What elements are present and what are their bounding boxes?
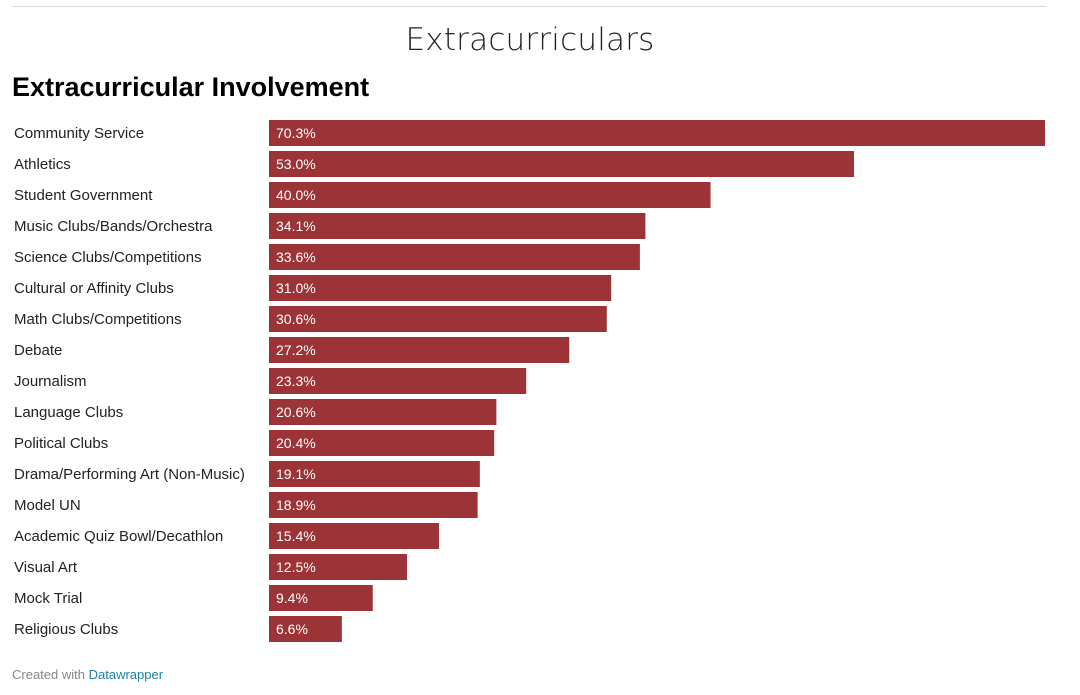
bar bbox=[269, 306, 607, 332]
bar bbox=[269, 523, 439, 549]
bar-row: Journalism 23.3% bbox=[14, 368, 527, 394]
bar-value-label: 19.1% bbox=[276, 466, 316, 482]
bar-value-label: 31.0% bbox=[276, 280, 316, 296]
category-label: Religious Clubs bbox=[14, 621, 118, 638]
bar bbox=[269, 492, 478, 518]
bar-value-label: 70.3% bbox=[276, 125, 316, 141]
category-label: Student Government bbox=[14, 187, 153, 204]
bar-row: Music Clubs/Bands/Orchestra 34.1% bbox=[14, 213, 646, 239]
bar-value-label: 12.5% bbox=[276, 559, 316, 575]
category-label: Cultural or Affinity Clubs bbox=[14, 280, 174, 297]
bar-row: Model UN 18.9% bbox=[14, 492, 478, 518]
bar bbox=[269, 554, 407, 580]
bar-row: Cultural or Affinity Clubs 31.0% bbox=[14, 275, 612, 301]
bar-row: Student Government 40.0% bbox=[14, 182, 711, 208]
bar-value-label: 18.9% bbox=[276, 497, 316, 513]
bar bbox=[269, 616, 342, 642]
bar-row: Debate 27.2% bbox=[14, 337, 570, 363]
category-label: Academic Quiz Bowl/Decathlon bbox=[14, 528, 223, 545]
bar bbox=[269, 461, 480, 487]
category-label: Drama/Performing Art (Non-Music) bbox=[14, 466, 245, 483]
bar-row: Math Clubs/Competitions 30.6% bbox=[14, 306, 607, 332]
category-label: Mock Trial bbox=[14, 590, 82, 607]
chart-title: Extracurricular Involvement bbox=[12, 72, 370, 102]
footer-prefix: Created with bbox=[12, 667, 85, 682]
bar-row: Drama/Performing Art (Non-Music) 19.1% bbox=[14, 461, 480, 487]
bar-value-label: 15.4% bbox=[276, 528, 316, 544]
category-label: Science Clubs/Competitions bbox=[14, 249, 202, 266]
bar-value-label: 23.3% bbox=[276, 373, 316, 389]
footer-credit: Created with Datawrapper bbox=[12, 667, 163, 682]
bar bbox=[269, 399, 497, 425]
bar-value-label: 9.4% bbox=[276, 590, 308, 606]
bar-value-label: 53.0% bbox=[276, 156, 316, 172]
bar-row: Religious Clubs 6.6% bbox=[14, 616, 342, 642]
bar bbox=[269, 368, 527, 394]
bar bbox=[269, 244, 640, 270]
bar-row: Political Clubs 20.4% bbox=[14, 430, 495, 456]
category-label: Journalism bbox=[14, 373, 87, 390]
bar bbox=[269, 120, 1045, 146]
category-label: Political Clubs bbox=[14, 435, 108, 452]
bar bbox=[269, 182, 711, 208]
category-label: Debate bbox=[14, 342, 62, 359]
bar bbox=[269, 151, 855, 177]
category-label: Model UN bbox=[14, 497, 81, 514]
bar bbox=[269, 275, 612, 301]
bar bbox=[269, 430, 495, 456]
bar-value-label: 30.6% bbox=[276, 311, 316, 327]
bar-chart: Community Service 70.3% Athletics 53.0% Stud… bbox=[14, 120, 1045, 642]
bar-row: Mock Trial 9.4% bbox=[14, 585, 373, 611]
bar bbox=[269, 213, 646, 239]
top-divider bbox=[12, 6, 1046, 7]
bar-value-label: 34.1% bbox=[276, 218, 316, 234]
bar-value-label: 6.6% bbox=[276, 621, 308, 637]
bar-row: Athletics 53.0% bbox=[14, 151, 855, 177]
bar-value-label: 20.4% bbox=[276, 435, 316, 451]
bar-row: Community Service 70.3% bbox=[14, 120, 1045, 146]
bar-row: Language Clubs 20.6% bbox=[14, 399, 497, 425]
category-label: Visual Art bbox=[14, 559, 78, 576]
bar-row: Academic Quiz Bowl/Decathlon 15.4% bbox=[14, 523, 439, 549]
datawrapper-link[interactable]: Datawrapper bbox=[88, 667, 164, 682]
bar-value-label: 33.6% bbox=[276, 249, 316, 265]
category-label: Language Clubs bbox=[14, 404, 123, 421]
section-heading: Extracurriculars bbox=[405, 22, 655, 58]
bar-row: Visual Art 12.5% bbox=[14, 554, 407, 580]
bar-value-label: 27.2% bbox=[276, 342, 316, 358]
bar bbox=[269, 337, 570, 363]
category-label: Music Clubs/Bands/Orchestra bbox=[14, 218, 213, 235]
bar-value-label: 20.6% bbox=[276, 404, 316, 420]
bar bbox=[269, 585, 373, 611]
bar-row: Science Clubs/Competitions 33.6% bbox=[14, 244, 640, 270]
category-label: Community Service bbox=[14, 125, 144, 142]
category-label: Math Clubs/Competitions bbox=[14, 311, 182, 328]
bar-value-label: 40.0% bbox=[276, 187, 316, 203]
category-label: Athletics bbox=[14, 156, 71, 173]
